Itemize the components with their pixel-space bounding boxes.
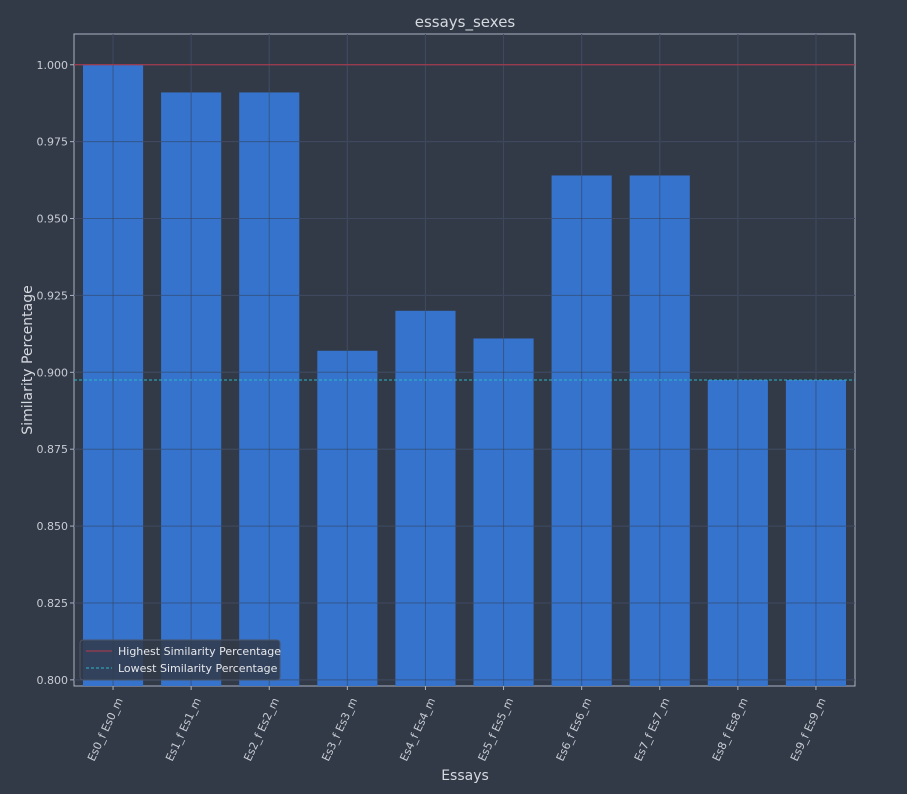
y-axis-ticks: 0.800 0.825 0.850 0.875 0.900 0.925 0.950 0.975… [37, 59, 74, 687]
reference-lines [74, 64, 855, 381]
y-tick-label: 0.800 [37, 674, 69, 687]
y-tick-label: 0.925 [37, 289, 69, 302]
chart-title: essays_sexes [415, 13, 516, 32]
x-tick-label: Es4_f Es4_m [397, 696, 438, 764]
x-tick-label: Es9_f Es9_m [788, 696, 829, 764]
y-tick-label: 0.875 [37, 443, 69, 456]
legend-label: Lowest Similarity Percentage [118, 662, 278, 675]
y-tick-label: 0.850 [37, 520, 69, 533]
x-tick-label: Es1_f Es1_m [163, 696, 204, 764]
x-tick-label: Es3_f Es3_m [319, 696, 360, 764]
x-tick-label: Es0_f Es0_m [85, 696, 126, 764]
x-tick-label: Es8_f Es8_m [710, 696, 751, 764]
plot-area [73, 33, 856, 687]
y-tick-label: 0.900 [37, 366, 69, 379]
y-tick-label: 0.975 [37, 136, 69, 149]
y-axis-title: Similarity Percentage [20, 285, 36, 434]
x-tick-label: Es6_f Es6_m [554, 696, 595, 764]
x-tick-label: Es7_f Es7_m [632, 696, 673, 764]
bar-gridlines [74, 34, 855, 686]
x-tick-label: Es5_f Es5_m [476, 696, 517, 764]
legend-label: Highest Similarity Percentage [118, 645, 281, 658]
legend-box [79, 639, 281, 681]
x-axis-title: Essays [441, 768, 489, 784]
bars [82, 64, 847, 687]
y-tick-label: 0.825 [37, 597, 69, 610]
x-axis-ticks: Es0_f Es0_m Es1_f Es1_m Es2_f Es2_m Es3_f E… [85, 686, 829, 763]
y-tick-label: 0.950 [37, 213, 69, 226]
x-tick-label: Es2_f Es2_m [241, 696, 282, 764]
y-tick-label: 1.000 [37, 59, 69, 72]
legend: Highest Similarity Percentage Lowest Simi… [79, 639, 281, 681]
